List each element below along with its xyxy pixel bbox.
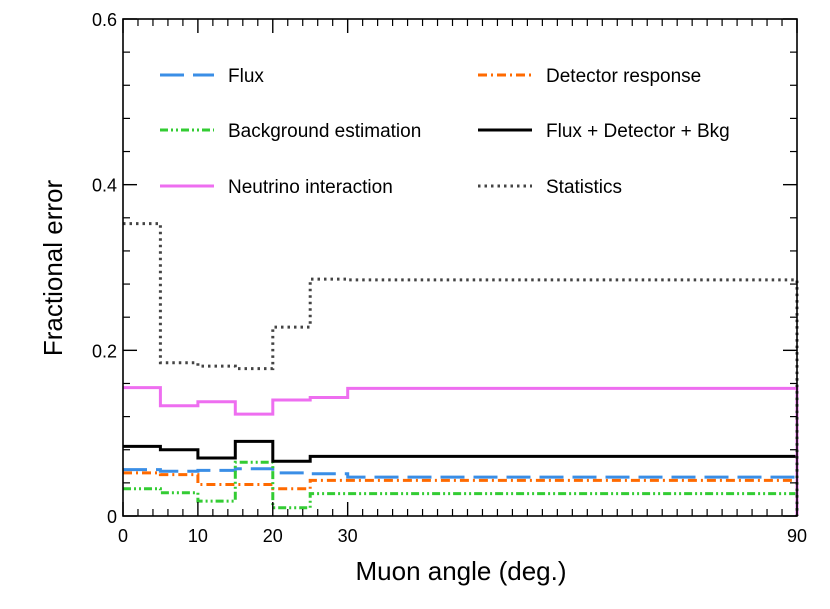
y-tick-label: 0.4 <box>92 176 117 196</box>
series-flux-line <box>123 467 799 516</box>
y-tick-label: 0.2 <box>92 341 117 361</box>
x-tick-label: 10 <box>188 526 208 546</box>
y-tick-label: 0.6 <box>92 10 117 30</box>
axis-layer: 0 10 20 30 90 0 0.2 0.4 0.6 <box>92 10 807 546</box>
x-tick-label: 30 <box>338 526 358 546</box>
series-detector-line <box>123 471 799 516</box>
legend-label-neutrino: Neutrino interaction <box>228 177 393 198</box>
y-tick-label: 0 <box>107 507 117 527</box>
x-tick-label: 0 <box>118 526 128 546</box>
x-tick-label: 90 <box>787 526 807 546</box>
legend-label-background: Background estimation <box>228 121 421 142</box>
legend-label-statistics: Statistics <box>546 177 622 198</box>
y-axis-title: Fractional error <box>38 180 68 357</box>
series-statistics-line <box>123 222 799 516</box>
plot-frame <box>122 18 798 517</box>
x-tick-label: 20 <box>263 526 283 546</box>
legend-label-flux: Flux <box>228 66 264 87</box>
legend-label-detector: Detector response <box>546 66 701 87</box>
x-axis-title: Muon angle (deg.) <box>355 556 566 586</box>
legend: Flux Detector response Background estimati… <box>160 66 730 198</box>
legend-label-total: Flux + Detector + Bkg <box>546 121 730 142</box>
series-layer <box>123 222 799 516</box>
series-total-line <box>123 439 799 516</box>
series-neutrino-line <box>123 386 799 516</box>
series-background-line <box>123 460 799 516</box>
